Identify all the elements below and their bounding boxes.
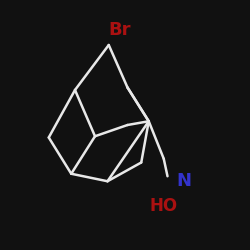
- Text: N: N: [176, 172, 191, 190]
- Text: HO: HO: [150, 197, 178, 215]
- Text: Br: Br: [109, 21, 131, 39]
